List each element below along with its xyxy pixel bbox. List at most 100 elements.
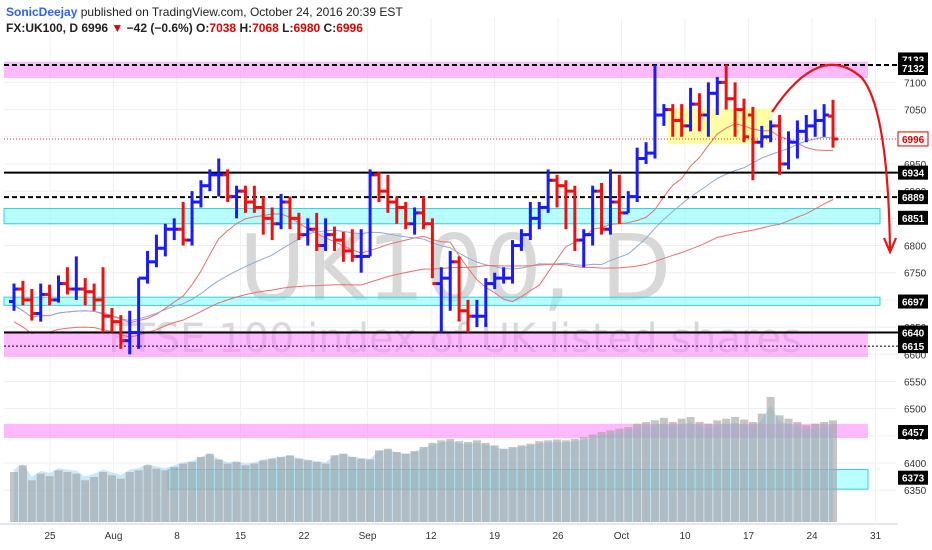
volume-bar bbox=[428, 442, 437, 522]
volume-bar bbox=[650, 420, 659, 522]
projection-arrow bbox=[771, 63, 898, 255]
close-value: 6996 bbox=[336, 21, 363, 35]
price-label-box bbox=[897, 131, 929, 147]
volume-bar bbox=[464, 442, 473, 522]
volume-bar bbox=[107, 475, 116, 522]
ohlc-bar bbox=[792, 120, 803, 159]
volume-bar bbox=[748, 422, 757, 522]
volume-bar bbox=[597, 432, 606, 522]
volume-bar bbox=[321, 463, 330, 522]
price-label: 6851 bbox=[902, 214, 925, 225]
volume-bar bbox=[116, 478, 125, 522]
close-label: C: bbox=[323, 21, 337, 35]
ohlc-bar bbox=[142, 250, 153, 284]
y-tick-label: 7100 bbox=[904, 78, 927, 89]
volume-bar bbox=[366, 459, 375, 522]
volume-bar bbox=[36, 473, 45, 522]
price-label: 6615 bbox=[902, 342, 925, 353]
volume-bar bbox=[526, 443, 535, 522]
x-tick-label: 31 bbox=[870, 531, 882, 542]
volume-bar bbox=[490, 445, 499, 522]
volume-bar bbox=[330, 455, 339, 522]
volume-histogram bbox=[10, 397, 837, 522]
ohlc-bar bbox=[649, 65, 660, 159]
volume-bar bbox=[570, 438, 579, 522]
y-tick-label: 6350 bbox=[904, 486, 927, 497]
y-tick-label: 6500 bbox=[904, 405, 927, 416]
volume-bar bbox=[579, 437, 588, 522]
volume-bar bbox=[18, 465, 27, 522]
ohlc-bar bbox=[632, 147, 643, 203]
volume-bar bbox=[10, 472, 18, 522]
volume-bar bbox=[232, 462, 241, 522]
volume-bar bbox=[383, 448, 392, 522]
projection-curve bbox=[771, 63, 892, 251]
y-tick-label: 6950 bbox=[904, 160, 927, 171]
volume-bar bbox=[642, 422, 651, 522]
volume-bar bbox=[633, 423, 642, 522]
last-price: 6996 bbox=[81, 21, 109, 35]
low-label: L: bbox=[282, 21, 294, 35]
ohlc-bar bbox=[195, 180, 206, 208]
published-text: published on TradingView.com, October 24… bbox=[80, 5, 403, 19]
open-label: O: bbox=[196, 21, 210, 35]
price-label-box bbox=[898, 470, 928, 485]
volume-bar bbox=[223, 463, 232, 522]
price-label: 6697 bbox=[902, 298, 925, 309]
volume-bar bbox=[544, 440, 553, 522]
ohlc-legend: FX:UK100, D 6996 ▼ −42 (−0.6%) O:7038 H:… bbox=[6, 20, 403, 36]
volume-bar bbox=[472, 440, 481, 522]
volume-bar bbox=[668, 422, 677, 522]
volume-bar bbox=[829, 420, 837, 522]
y-tick-label: 6750 bbox=[904, 269, 927, 280]
horizontal-levels bbox=[4, 64, 898, 347]
volume-bar bbox=[793, 422, 802, 522]
ohlc-bar bbox=[801, 115, 812, 143]
volume-bar bbox=[455, 441, 464, 522]
volume-bar bbox=[339, 453, 348, 522]
volume-bar bbox=[54, 470, 63, 522]
price-label-box bbox=[898, 425, 928, 440]
price-label: 6889 bbox=[902, 193, 925, 204]
price-label-box bbox=[898, 294, 928, 309]
price-label-box bbox=[898, 210, 928, 225]
volume-bar bbox=[27, 480, 36, 522]
ohlc-bar bbox=[774, 115, 785, 175]
volume-bar bbox=[134, 470, 143, 522]
volume-bar bbox=[731, 417, 740, 522]
volume-bar bbox=[63, 472, 72, 522]
price-label-box bbox=[898, 325, 928, 340]
volume-bar bbox=[446, 438, 455, 522]
volume-bar bbox=[722, 418, 731, 522]
price-label: 6640 bbox=[902, 329, 925, 340]
volume-bar bbox=[205, 453, 214, 522]
author-name[interactable]: SonicDeejay bbox=[6, 5, 78, 19]
volume-bar bbox=[811, 423, 820, 522]
volume-bar bbox=[553, 439, 562, 522]
volume-bar bbox=[214, 459, 223, 522]
volume-bar bbox=[294, 458, 303, 522]
price-label: 6373 bbox=[902, 474, 925, 485]
price-label: 6996 bbox=[902, 135, 925, 146]
volume-bar bbox=[677, 418, 686, 522]
volume-bar bbox=[713, 420, 722, 522]
ohlc-bar bbox=[658, 104, 669, 126]
price-label-box bbox=[898, 339, 928, 354]
chart-header: SonicDeejay published on TradingView.com… bbox=[6, 4, 403, 36]
volume-bar bbox=[401, 453, 410, 522]
volume-bar bbox=[125, 472, 134, 522]
y-tick-label: 6400 bbox=[904, 459, 927, 470]
ohlc-bar bbox=[828, 99, 838, 148]
time-axis[interactable]: 25 Aug 8 15 22 Sep 12 19 26 Oct 10 17 24 31 bbox=[0, 523, 898, 542]
volume-bar bbox=[179, 463, 188, 522]
price-label-box bbox=[898, 61, 928, 75]
volume-bar bbox=[241, 465, 250, 522]
price-bars bbox=[9, 64, 838, 355]
ohlc-bar bbox=[151, 234, 162, 268]
x-tick-label: 12 bbox=[425, 531, 437, 542]
high-label: H: bbox=[239, 21, 253, 35]
ohlc-bar bbox=[738, 98, 749, 143]
volume-bar bbox=[277, 457, 286, 522]
price-axis[interactable]: 7100705069506900685068006750670066506600… bbox=[897, 40, 932, 520]
